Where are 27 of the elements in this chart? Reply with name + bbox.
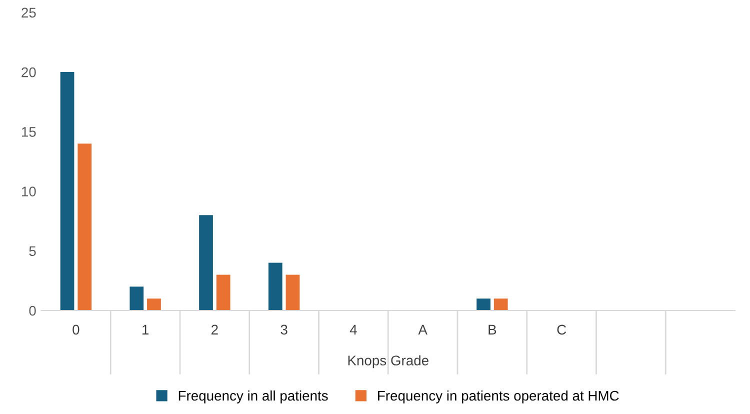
- y-tick-label: 20: [22, 67, 36, 78]
- y-tick-label: 0: [29, 306, 36, 316]
- x-tick-label: 2: [212, 324, 218, 334]
- y-tick-label: 10: [22, 186, 36, 196]
- x-tick-label: 4: [350, 324, 357, 334]
- y-tick-label: 5: [29, 246, 36, 256]
- bar: [494, 298, 508, 310]
- x-axis-title: Knops Grade: [348, 355, 428, 368]
- bar: [130, 286, 144, 310]
- x-tick-label: A: [418, 324, 428, 334]
- legend-label: Frequency in patients operated at HMC: [378, 390, 619, 404]
- x-tick-label: C: [557, 324, 566, 335]
- bar: [147, 298, 161, 310]
- x-tick-label: 3: [280, 324, 288, 335]
- bar: [199, 215, 213, 310]
- x-tick-label: B: [488, 324, 496, 334]
- legend-label: Frequency in all patients: [178, 390, 328, 404]
- bar: [268, 262, 282, 310]
- x-tick-label: 0: [72, 324, 80, 335]
- bar: [78, 144, 92, 310]
- bar: [286, 274, 300, 310]
- x-tick-label: 1: [142, 324, 148, 334]
- y-tick-label: 25: [22, 8, 36, 18]
- y-tick-label: 15: [22, 127, 36, 137]
- bar: [476, 298, 490, 310]
- bar: [60, 72, 74, 310]
- bar: [216, 274, 230, 310]
